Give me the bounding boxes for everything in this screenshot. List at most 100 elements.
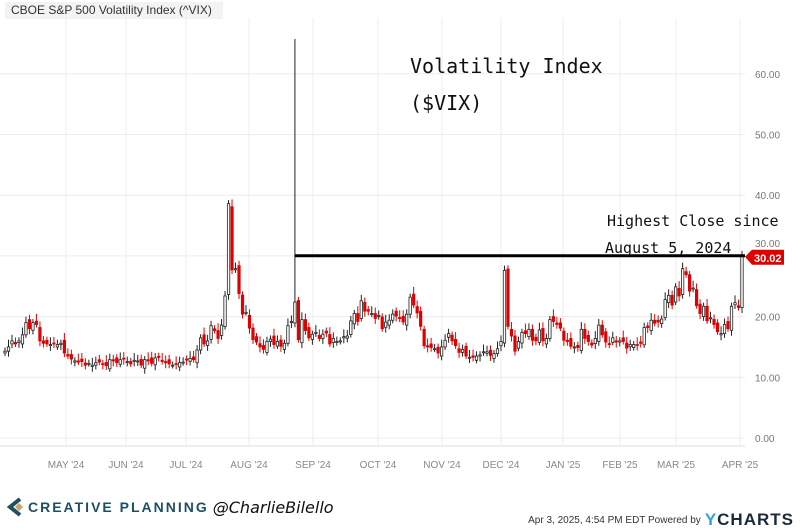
candle-body [429, 343, 433, 348]
candle-body [667, 294, 671, 304]
candle-body [363, 301, 367, 312]
candle-body [656, 319, 660, 323]
candle-body [453, 338, 458, 347]
candle-body [635, 344, 639, 346]
candle-body [202, 334, 206, 345]
candle-body [698, 303, 702, 314]
candle-body [398, 317, 402, 319]
candle-body [52, 342, 56, 345]
candle-body [611, 337, 615, 343]
candle-body [10, 340, 14, 345]
candle-body [324, 330, 328, 334]
candle-body [62, 339, 66, 354]
candle-body [34, 320, 39, 325]
candle-body [118, 359, 122, 365]
candle-body [303, 319, 307, 331]
candle-body [268, 338, 273, 342]
candle-body [639, 341, 643, 344]
candle-body [6, 346, 11, 352]
candle-body [87, 362, 91, 365]
annotation-note-2: August 5, 2024 [605, 239, 731, 257]
candle-body [139, 358, 143, 366]
candle-body [660, 318, 664, 324]
candle-body [349, 320, 353, 335]
candle-body [244, 311, 248, 314]
candle-body [307, 327, 311, 339]
candle-body [471, 355, 475, 358]
candle-body [164, 361, 168, 364]
candle-body [265, 341, 269, 353]
candle-body [558, 322, 562, 329]
candle-body [69, 354, 73, 360]
candle-body [223, 295, 227, 328]
candle-body [254, 336, 259, 343]
y-tick-label: 50.00 [755, 131, 780, 142]
candle-body [604, 331, 608, 343]
candle-body [712, 318, 716, 325]
candle-body [433, 348, 437, 351]
creative-planning-logo-icon [6, 497, 23, 517]
candle-body [331, 338, 335, 343]
candle-body [219, 324, 224, 336]
candle-body [688, 274, 692, 292]
footer-branding: CREATIVE PLANNING @CharlieBilello [6, 497, 334, 517]
x-tick-label: APR '25 [722, 460, 759, 470]
candle-body [600, 324, 604, 336]
candle-body [300, 319, 304, 344]
candle-body [488, 349, 493, 356]
candle-body [646, 325, 650, 328]
candle-body [478, 354, 482, 357]
footer-source: Apr 3, 2025, 4:54 PM EDT Powered by YCHA… [528, 510, 794, 530]
candle-body [408, 296, 412, 315]
candle-body [607, 343, 611, 346]
candle-body [506, 268, 510, 327]
y-tick-label: 0.00 [755, 434, 775, 445]
candle-body [674, 286, 678, 303]
annotation-ticker: ($VIX) [410, 91, 482, 115]
timestamp: Apr 3, 2025, 4:54 PM EDT Powered by [528, 514, 701, 526]
candle-body [370, 313, 374, 315]
annotation-note-1: Highest Close since [607, 212, 779, 230]
candle-body [80, 358, 84, 362]
x-tick-label: MAR '25 [657, 460, 695, 470]
candle-body [551, 316, 555, 322]
candle-body [279, 339, 283, 347]
candle-body [586, 335, 590, 342]
candle-body [499, 341, 503, 347]
candle-body [373, 313, 377, 319]
candle-body [642, 327, 646, 346]
candle-body [405, 313, 409, 326]
last-value-badge: 30.02 [745, 249, 784, 265]
candle-body [251, 327, 255, 341]
candle-body [129, 361, 133, 365]
candle-body [590, 342, 594, 346]
candle-body [380, 316, 384, 330]
candle-body [729, 305, 734, 331]
candle-body [502, 270, 507, 344]
candle-body [296, 300, 301, 341]
candle-body [513, 335, 517, 352]
candle-body [104, 362, 108, 367]
candle-body [66, 354, 70, 357]
candle-body [261, 345, 266, 350]
candle-body [73, 360, 77, 363]
candle-body [495, 348, 500, 355]
vix-chart: 0.00 10.00 20.00 30.00 40.00 50.00 60.00 MAY '2… [0, 18, 784, 470]
candle-body [20, 334, 25, 345]
candle-body [670, 294, 674, 306]
candle-body [579, 328, 583, 351]
candle-body [314, 331, 318, 334]
candle-body [41, 340, 46, 344]
candle-body [719, 333, 723, 336]
candle-body [216, 330, 220, 339]
candle-body [485, 351, 489, 354]
candle-body [520, 331, 524, 344]
candle-body [684, 271, 688, 276]
candle-body [27, 319, 32, 330]
candle-body [237, 265, 241, 294]
candle-body [541, 328, 545, 342]
candle-body [492, 353, 496, 359]
candle-body [366, 309, 370, 312]
candle-body [632, 344, 636, 348]
candle-body [108, 359, 112, 370]
